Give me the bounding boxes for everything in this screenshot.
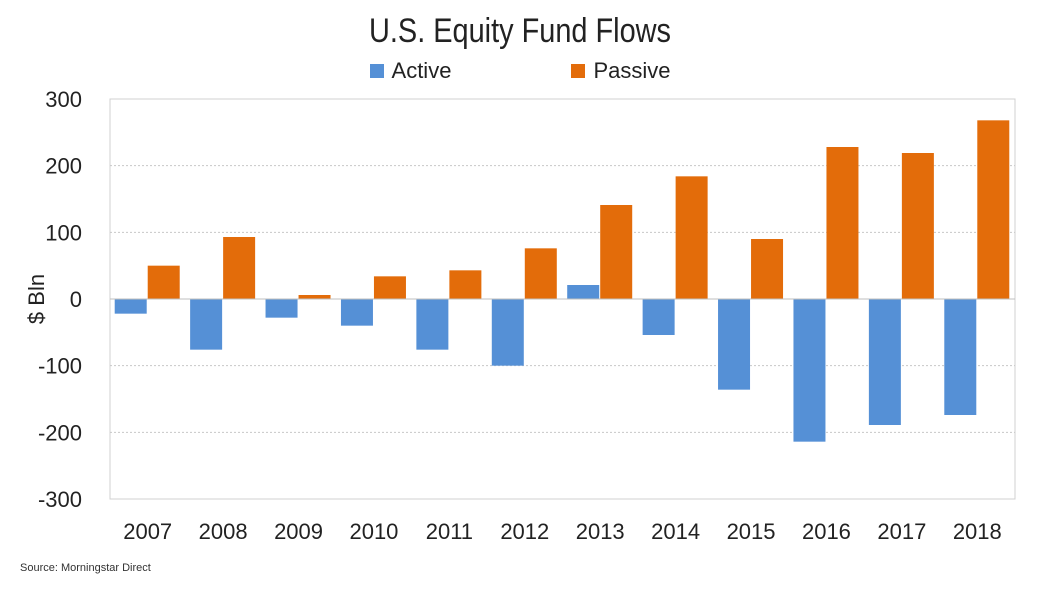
legend-label-passive: Passive bbox=[593, 58, 671, 83]
y-tick-label: -200 bbox=[38, 420, 82, 445]
bar-passive-2008 bbox=[223, 237, 256, 299]
legend-swatch-passive bbox=[571, 64, 586, 78]
bar-passive-2007 bbox=[147, 265, 180, 299]
source-note: Source: Morningstar Direct bbox=[20, 562, 151, 574]
legend-item-passive: Passive bbox=[571, 58, 670, 84]
y-tick-label: -100 bbox=[38, 354, 82, 379]
bar-active-2011 bbox=[416, 299, 449, 350]
bar-active-2012 bbox=[491, 299, 524, 366]
y-tick-label: 200 bbox=[45, 154, 82, 179]
x-tick-label: 2017 bbox=[877, 519, 926, 544]
bar-passive-2010 bbox=[373, 276, 406, 299]
x-tick-label: 2007 bbox=[123, 519, 172, 544]
bar-active-2015 bbox=[718, 299, 751, 390]
x-tick-label: 2015 bbox=[727, 519, 776, 544]
x-tick-label: 2008 bbox=[199, 519, 248, 544]
y-tick-label: 0 bbox=[70, 287, 82, 312]
legend-swatch-active bbox=[369, 64, 384, 78]
bar-active-2007 bbox=[114, 299, 147, 314]
legend-label-active: Active bbox=[391, 58, 452, 83]
y-axis-label: $ Bln bbox=[24, 274, 49, 324]
x-tick-label: 2012 bbox=[500, 519, 549, 544]
x-tick-label: 2009 bbox=[274, 519, 323, 544]
bar-active-2009 bbox=[265, 299, 298, 318]
x-tick-label: 2011 bbox=[426, 519, 473, 544]
bar-active-2008 bbox=[190, 299, 223, 350]
x-tick-label: 2018 bbox=[953, 519, 1002, 544]
x-tick-label: 2014 bbox=[651, 519, 700, 544]
y-tick-label: 100 bbox=[45, 220, 82, 245]
bar-passive-2015 bbox=[751, 239, 784, 299]
bar-passive-2018 bbox=[977, 120, 1010, 299]
bar-passive-2017 bbox=[901, 153, 934, 299]
bar-passive-2011 bbox=[449, 270, 482, 299]
bar-passive-2016 bbox=[826, 147, 859, 299]
bar-active-2017 bbox=[868, 299, 901, 425]
bar-active-2014 bbox=[642, 299, 675, 335]
x-tick-label: 2010 bbox=[349, 519, 398, 544]
bar-active-2013 bbox=[567, 285, 600, 299]
y-tick-label: 300 bbox=[45, 87, 82, 112]
x-tick-label: 2013 bbox=[576, 519, 625, 544]
bar-active-2010 bbox=[340, 299, 373, 326]
bar-passive-2014 bbox=[675, 176, 708, 299]
x-tick-label: 2016 bbox=[802, 519, 851, 544]
legend-item-active: Active bbox=[369, 58, 452, 84]
bar-active-2018 bbox=[944, 299, 977, 415]
bar-active-2016 bbox=[793, 299, 826, 442]
legend: Active Passive bbox=[0, 58, 1040, 84]
chart-title: U.S. Equity Fund Flows bbox=[369, 12, 671, 50]
y-tick-label: -300 bbox=[38, 487, 82, 512]
bar-passive-2009 bbox=[298, 295, 331, 299]
bar-passive-2013 bbox=[600, 205, 633, 299]
bar-passive-2012 bbox=[524, 248, 557, 299]
